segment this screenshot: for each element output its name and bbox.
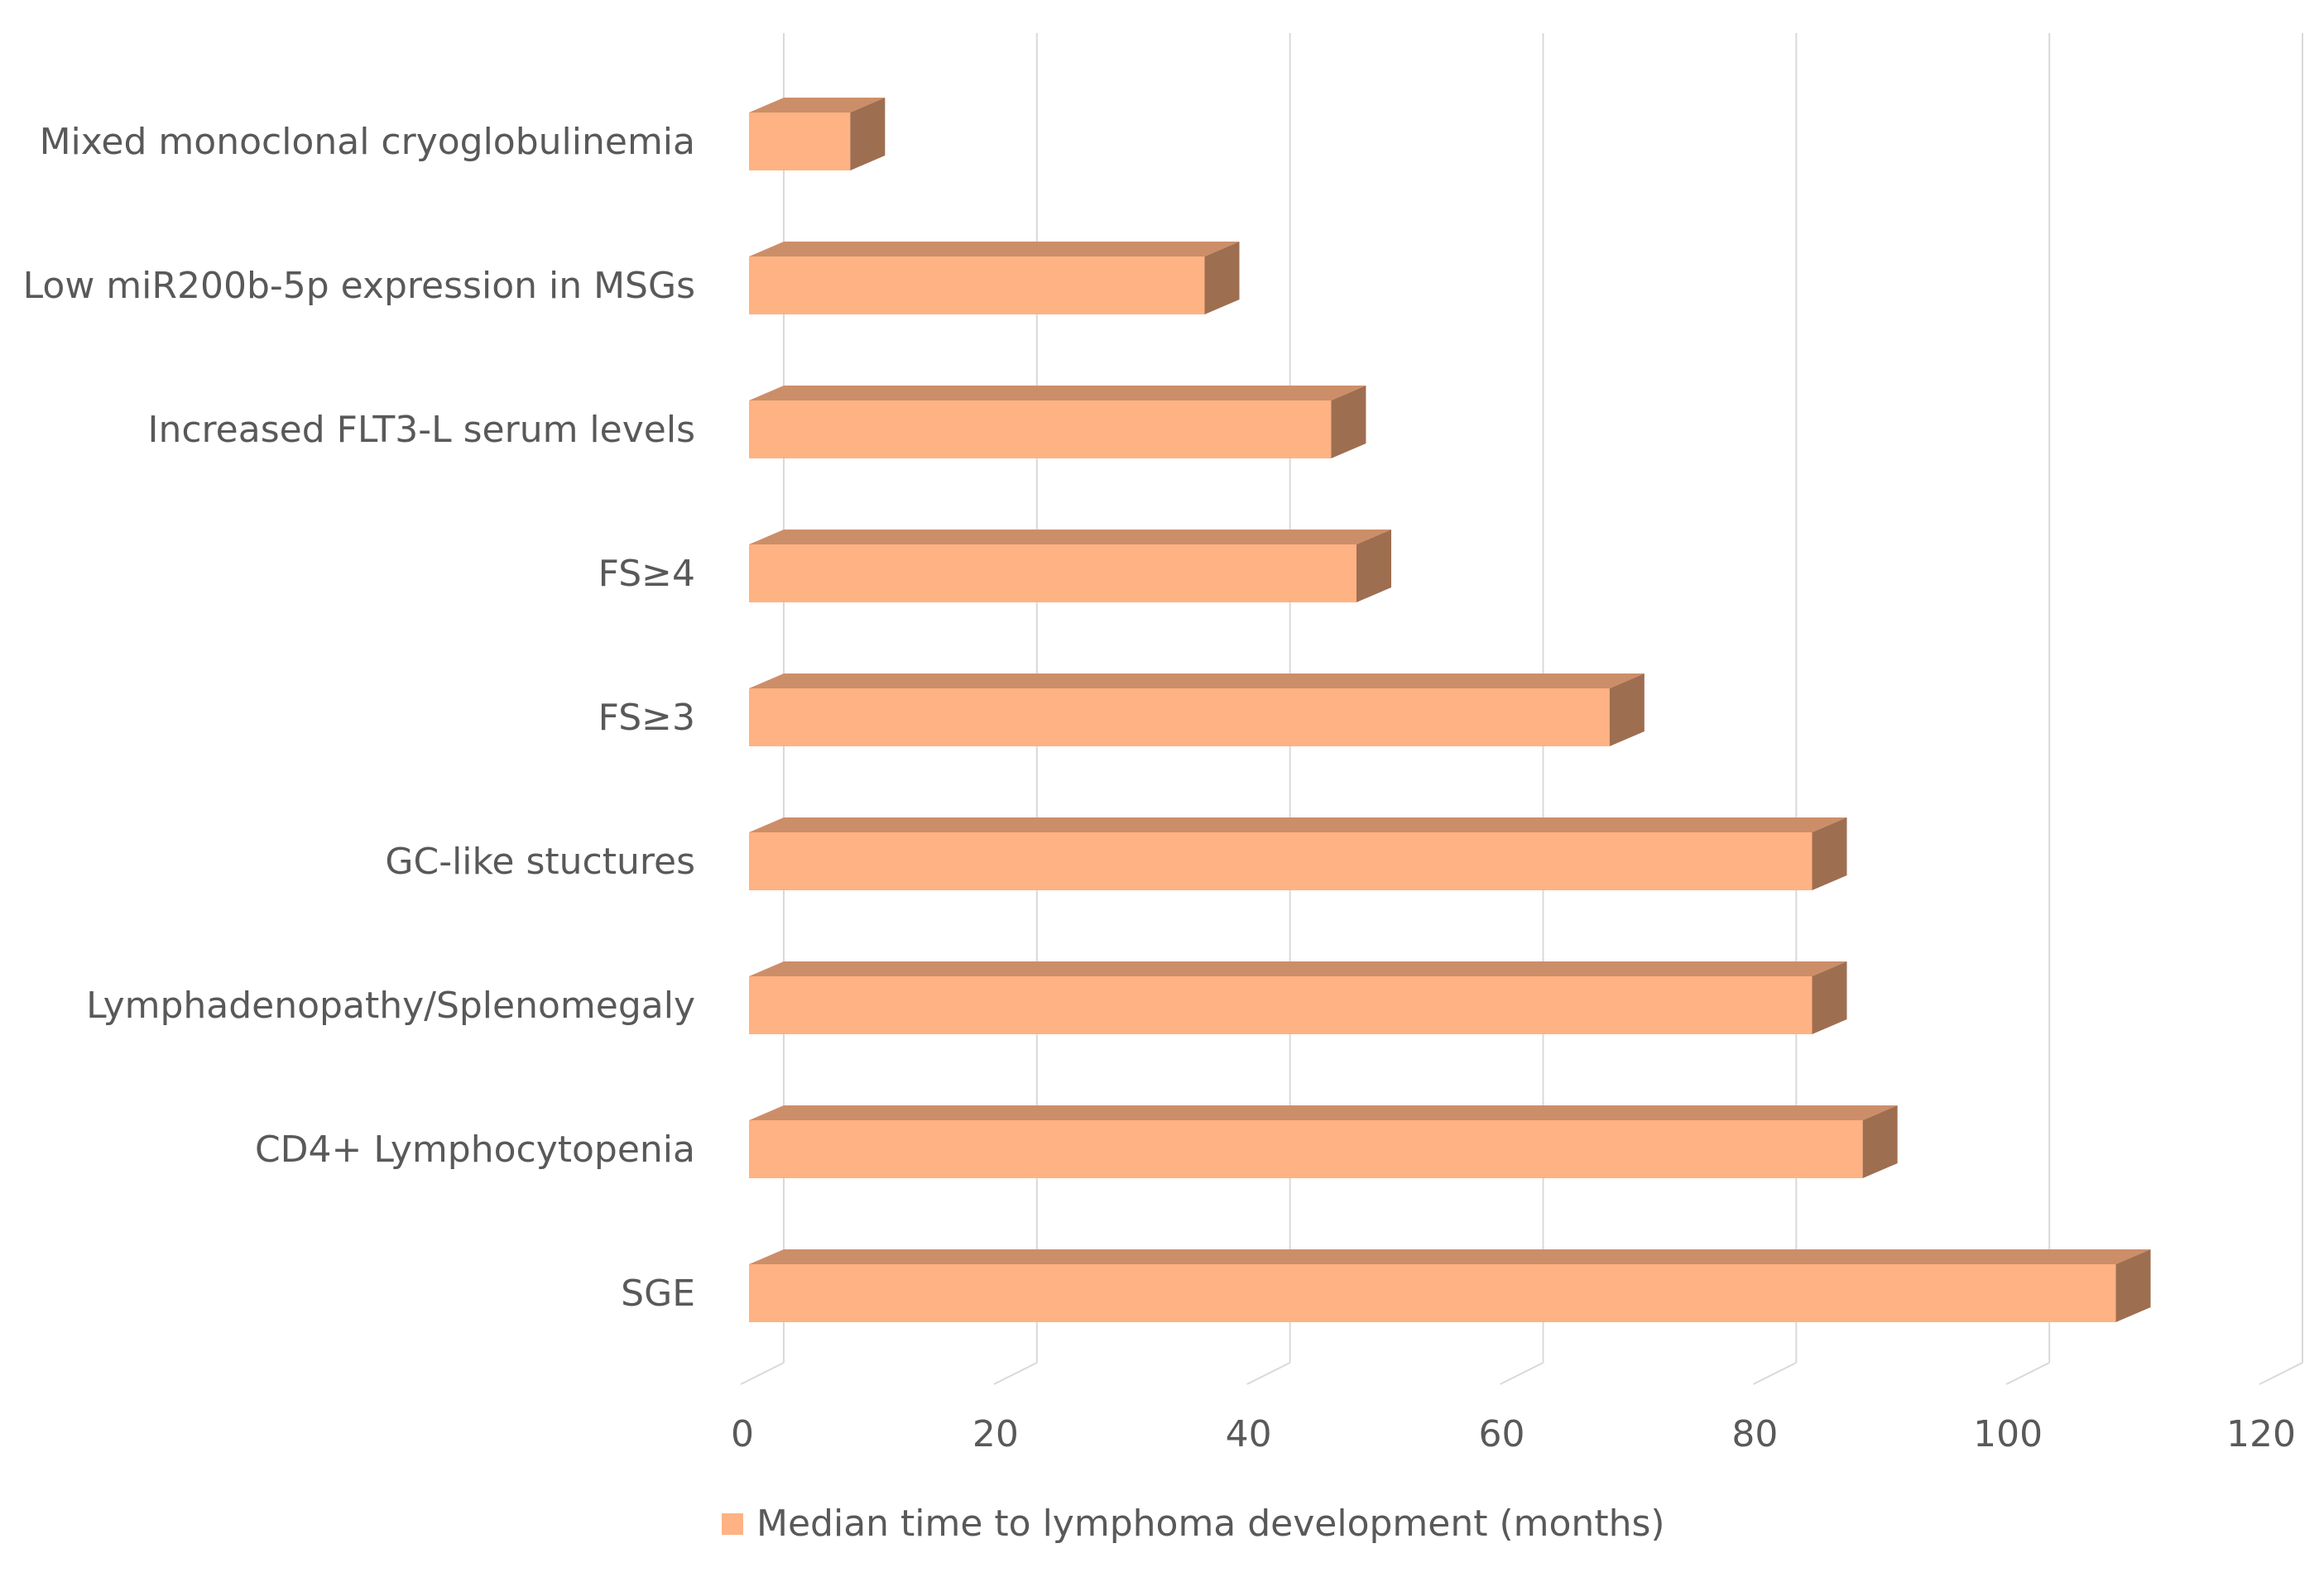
bar-top-face: [749, 1249, 2151, 1264]
bar-side-face: [1862, 1105, 1898, 1178]
x-tick-label: 80: [1731, 1413, 1778, 1455]
bar-side-face: [850, 98, 886, 170]
bar-side-face: [1609, 673, 1645, 746]
bar: [749, 961, 1847, 1034]
bar-front-face: [749, 113, 851, 170]
bar-front-face: [749, 832, 1813, 890]
category-label: FS≥3: [598, 697, 695, 739]
bar-side-face: [1356, 530, 1391, 602]
floor-gridline: [1246, 1362, 1291, 1385]
category-label: FS≥4: [598, 553, 695, 595]
category-label: GC-like stuctures: [385, 841, 695, 883]
bar-front-face: [749, 1120, 1863, 1178]
bar: [749, 242, 1240, 314]
x-tick-label: 20: [972, 1413, 1019, 1455]
bar-top-face: [749, 1105, 1898, 1120]
bar-side-face: [1204, 242, 1240, 314]
floor-gridline: [2005, 1362, 2050, 1385]
x-tick-label: 40: [1226, 1413, 1272, 1455]
x-tick-label: 100: [1973, 1413, 2043, 1455]
bar-side-face: [1331, 386, 1366, 458]
bar-front-face: [749, 1264, 2116, 1322]
bar-front-face: [749, 976, 1813, 1034]
legend-label: Median time to lymphoma development (mon…: [756, 1503, 1665, 1545]
bar: [749, 1105, 1898, 1178]
bar-side-face: [1812, 961, 1847, 1034]
category-labels: Mixed monoclonal cryoglobulinemia Low miR…: [23, 121, 695, 1315]
bar: [749, 98, 886, 170]
x-tick-label: 120: [2226, 1413, 2296, 1455]
bar: [749, 386, 1366, 458]
x-tick-label: 60: [1479, 1413, 1525, 1455]
category-label: Lymphadenopathy/Splenomegaly: [86, 985, 695, 1027]
bar-top-face: [749, 386, 1366, 400]
bars: [749, 98, 2151, 1322]
legend-swatch: [722, 1512, 743, 1535]
bar: [749, 817, 1847, 890]
floor-gridline: [740, 1362, 785, 1385]
bar-front-face: [749, 544, 1356, 602]
category-label: Increased FLT3-L serum levels: [147, 409, 695, 451]
bar-top-face: [749, 673, 1645, 688]
bar-top-face: [749, 242, 1240, 256]
x-tick-labels: 0 20 40 60 80 100 120: [731, 1413, 2296, 1455]
bar: [749, 673, 1645, 746]
bar-side-face: [1812, 817, 1847, 890]
bar-top-face: [749, 817, 1847, 832]
floor-gridline: [993, 1362, 1038, 1385]
bar-side-face: [2115, 1249, 2151, 1322]
bar-top-face: [749, 961, 1847, 976]
bar: [749, 1249, 2151, 1322]
category-label: Mixed monoclonal cryoglobulinemia: [40, 121, 695, 163]
bar-front-face: [749, 256, 1205, 314]
bar-front-face: [749, 400, 1332, 458]
bar-top-face: [749, 530, 1391, 544]
floor-gridline: [1752, 1362, 1797, 1385]
bar-top-face: [749, 98, 886, 113]
floor-gridline: [2259, 1362, 2303, 1385]
category-label: SGE: [621, 1273, 695, 1315]
bar: [749, 530, 1391, 602]
x-tick-label: 0: [731, 1413, 754, 1455]
floor-gridline: [1500, 1362, 1544, 1385]
bar-front-face: [749, 688, 1610, 746]
legend: Median time to lymphoma development (mon…: [722, 1503, 1665, 1545]
category-label: Low miR200b-5p expression in MSGs: [23, 265, 695, 307]
category-label: CD4+ Lymphocytopenia: [255, 1129, 695, 1171]
